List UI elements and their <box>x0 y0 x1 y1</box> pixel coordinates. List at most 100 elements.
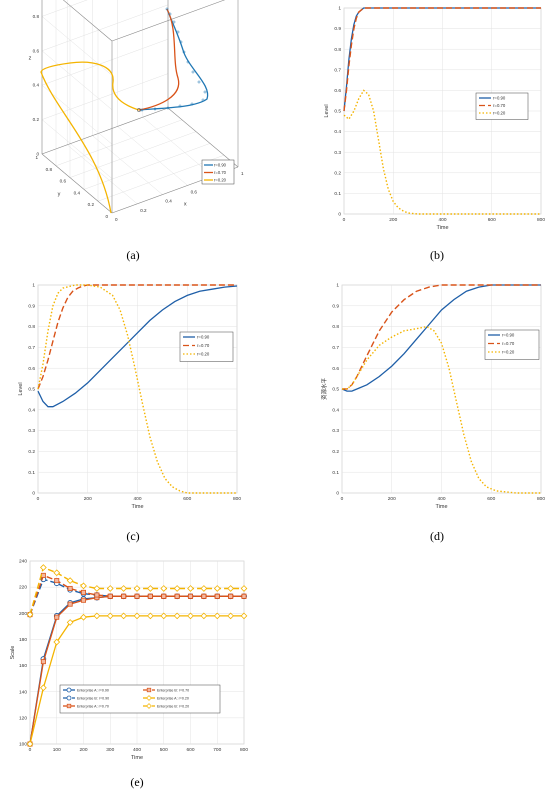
y-tick-label: 0 <box>336 491 339 497</box>
x-tick-label: 800 <box>537 496 545 502</box>
y-tick-label: 0.4 <box>334 129 341 135</box>
y-tick-label: 0.4 <box>332 407 339 413</box>
data-point <box>133 585 141 592</box>
data-point <box>190 102 194 106</box>
legend-label: r=0.70 <box>197 343 210 348</box>
grid-line <box>55 119 183 167</box>
y-tick-label: 0.2 <box>334 170 341 176</box>
x-tick-label: 200 <box>388 496 396 502</box>
grid-line <box>83 143 211 190</box>
y-tick-label: 0.4 <box>28 407 35 413</box>
data-point <box>67 585 73 591</box>
legend-marker <box>66 703 72 709</box>
data-point <box>121 593 127 599</box>
grid-line <box>67 144 138 204</box>
x-tick-label: 200 <box>79 747 87 753</box>
grid-line <box>41 73 169 120</box>
x-tick-label: 600 <box>186 747 194 753</box>
data-point <box>168 12 172 16</box>
grid-line <box>41 85 113 145</box>
series-line-2 <box>343 89 541 215</box>
data-point <box>187 585 194 592</box>
data-point <box>26 740 34 748</box>
data-point <box>40 659 46 665</box>
x-tick-label: 0.2 <box>140 208 147 213</box>
grid-line <box>41 119 113 179</box>
series-line-2 <box>342 325 541 494</box>
data-point <box>200 612 208 620</box>
box-edge <box>41 153 113 214</box>
legend-label: r=0.20 <box>197 352 210 357</box>
data-point <box>165 7 169 11</box>
data-point <box>80 613 87 621</box>
data-point <box>201 593 207 599</box>
y-tick-label: 140 <box>19 689 27 695</box>
x-tick-label: 500 <box>160 747 168 753</box>
legend-label: Enterprise A: r=0.90 <box>77 689 109 693</box>
z-tick-label: 0.2 <box>33 117 40 122</box>
legend-label: r=0.20 <box>493 111 506 116</box>
y-tick-label: 0.7 <box>334 67 341 73</box>
data-point <box>147 612 154 620</box>
y-tick-label: 0.6 <box>60 179 67 184</box>
y-axis-label: y <box>58 192 61 198</box>
data-point <box>81 597 87 603</box>
box-edge <box>62 0 113 42</box>
data-point <box>53 638 61 646</box>
legend-label: r=0.90 <box>214 163 227 168</box>
x-tick-label: 1 <box>241 171 244 176</box>
y-tick-label: 0.1 <box>334 191 341 197</box>
y-tick-label: 0 <box>338 212 341 218</box>
data-point <box>176 30 180 34</box>
y-tick-label: 1 <box>35 155 38 160</box>
grid-line <box>41 4 169 52</box>
grid-line <box>69 131 197 178</box>
y-axis-label: 资源水平 <box>320 378 328 401</box>
data-point <box>197 80 201 84</box>
y-tick-label: 0.8 <box>28 324 35 330</box>
data-point <box>66 619 74 626</box>
start-point <box>137 108 141 112</box>
grid-line <box>92 135 163 195</box>
data-point <box>179 40 183 44</box>
data-point <box>191 70 195 74</box>
y-tick-label: 120 <box>19 715 27 721</box>
y-tick-label: 0.3 <box>332 428 339 434</box>
y-tick-label: 0.8 <box>334 47 341 53</box>
panel-e-plot: 0 100 200 300 400 500 600 700 800100120140160180… <box>10 559 248 761</box>
x-tick-label: 600 <box>183 496 191 502</box>
data-point <box>106 612 114 620</box>
y-tick-label: 0 <box>32 491 35 497</box>
y-tick-label: 1 <box>336 283 339 289</box>
x-tick-label: 0.6 <box>191 189 198 194</box>
y-tick-label: 0.6 <box>334 88 341 94</box>
y-tick-label: 0.4 <box>74 190 81 195</box>
y-tick-label: 0.9 <box>28 303 35 309</box>
series-line-0 <box>37 285 238 408</box>
data-point <box>201 98 205 102</box>
y-tick-label: 0.9 <box>334 26 341 32</box>
legend-label: Enterprise B: r=0.70 <box>157 689 189 693</box>
series-curve-2 <box>40 61 140 214</box>
data-point <box>172 20 176 24</box>
series-line-0 <box>341 284 541 392</box>
data-point <box>80 582 87 590</box>
y-tick-label: 0.7 <box>332 345 339 351</box>
data-point <box>240 612 248 620</box>
box-edge <box>41 107 169 155</box>
y-tick-label: 0.1 <box>332 470 339 476</box>
y-tick-label: 0.5 <box>28 387 35 393</box>
x-tick-label: 300 <box>106 747 114 753</box>
x-tick-label: 600 <box>487 496 495 502</box>
y-axis-label: Level <box>18 382 24 395</box>
data-point <box>186 60 190 64</box>
data-point <box>182 50 186 54</box>
caption-e: (e) <box>130 775 143 789</box>
data-point <box>200 585 208 592</box>
x-tick-label: 400 <box>438 217 446 223</box>
x-axis-label: Time <box>131 755 143 761</box>
data-point <box>241 593 247 599</box>
y-tick-label: 180 <box>19 637 27 643</box>
data-point <box>120 612 127 620</box>
